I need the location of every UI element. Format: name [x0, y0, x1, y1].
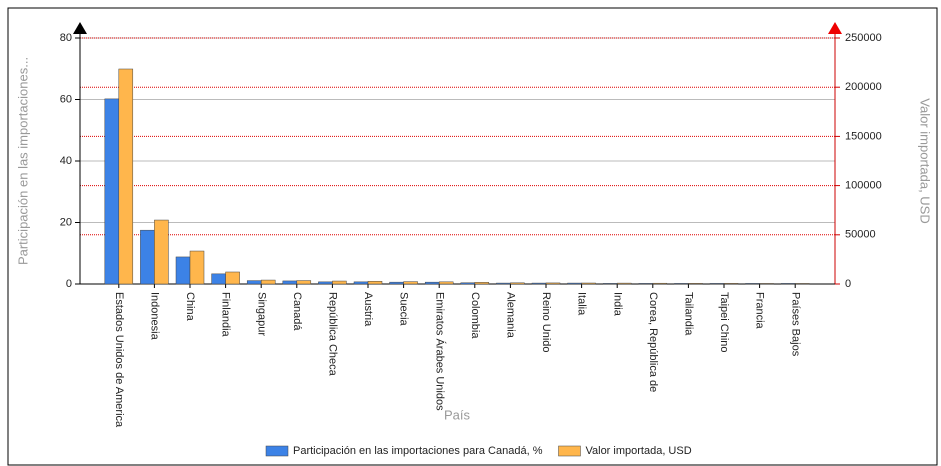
bar: [674, 283, 689, 285]
legend-swatch: [558, 445, 581, 457]
y-axis-label: Participación en las importaciones...: [15, 57, 30, 265]
y2-tick-label: 150000: [845, 130, 882, 142]
bar: [424, 281, 440, 285]
bar: [759, 283, 774, 285]
legend-label: Participación en las importaciones para …: [293, 445, 543, 457]
bar: [652, 282, 668, 285]
y2-tick-label: 100000: [845, 180, 882, 192]
legend-label: Valor importada, USD: [585, 445, 691, 457]
x-tick-label: Finlandia: [220, 292, 232, 338]
x-tick-label: Singapur: [255, 292, 267, 336]
left-arrow: [73, 22, 87, 34]
bar: [104, 98, 120, 285]
bar: [260, 279, 276, 285]
y2-tick-label: 50000: [845, 229, 876, 241]
x-tick-label: Alemania: [504, 292, 516, 339]
x-tick-label: Indonesia: [148, 292, 160, 341]
y2-axis-label: Valor importada, USD: [918, 98, 933, 223]
bar: [140, 229, 155, 285]
bar: [189, 250, 205, 285]
bar: [709, 283, 725, 285]
bar: [389, 281, 404, 285]
bar: [510, 282, 525, 285]
bar: [296, 280, 312, 285]
x-tick-label: Tailandia: [682, 292, 694, 336]
y2-tick-label: 200000: [845, 81, 882, 93]
y-tick-label: 60: [60, 93, 72, 105]
x-tick-label: Países Bajos: [789, 292, 801, 357]
bar: [723, 283, 739, 285]
x-tick-label: Estados Unidos de America: [113, 292, 125, 428]
bar: [794, 283, 810, 285]
x-tick-label: India: [611, 292, 623, 317]
x-tick-label: China: [184, 292, 196, 322]
bar: [211, 273, 226, 285]
x-tick-label: Francia: [754, 292, 766, 330]
legend-swatch: [265, 445, 289, 457]
bar: [460, 282, 476, 285]
bar: [531, 282, 547, 285]
bar: [602, 283, 618, 285]
bar: [225, 271, 240, 285]
bar: [175, 256, 191, 285]
bar: [688, 283, 703, 285]
bar: [282, 280, 298, 285]
bar: [353, 281, 369, 285]
x-tick-label: Reino Unido: [540, 292, 552, 353]
bar: [154, 219, 169, 285]
x-tick-label: Italia: [576, 292, 588, 316]
bar: [403, 281, 418, 285]
bar: [638, 283, 654, 285]
y2-tick-label: 0: [845, 278, 851, 290]
x-tick-label: Colombia: [469, 292, 481, 339]
bar: [496, 282, 511, 285]
bar: [118, 68, 134, 285]
y-tick-label: 0: [66, 278, 72, 290]
x-tick-label: Suecia: [398, 292, 410, 327]
bar: [745, 283, 760, 285]
bar: [318, 281, 333, 285]
bar: [780, 283, 796, 285]
x-tick-label: República Checa: [326, 292, 338, 377]
bar: [616, 282, 632, 285]
bar: [545, 282, 561, 285]
bar: [332, 280, 347, 285]
right-arrow: [828, 22, 842, 34]
x-tick-label: Taipei Chino: [718, 292, 730, 353]
y2-tick-label: 250000: [845, 32, 882, 44]
x-tick-label: Corea, República de: [647, 292, 659, 392]
bar: [474, 282, 490, 285]
x-tick-label: Emiratos Árabes Unidos: [433, 292, 446, 411]
x-tick-label: Canadá: [291, 292, 303, 331]
y-tick-label: 80: [60, 32, 72, 44]
bar: [246, 280, 262, 285]
x-axis-label: País: [444, 407, 471, 422]
bar: [367, 280, 383, 285]
y-tick-label: 20: [60, 216, 72, 228]
y-tick-label: 40: [60, 155, 72, 167]
bar: [567, 282, 582, 285]
bar: [581, 282, 596, 285]
x-tick-label: Austria: [362, 292, 374, 327]
bar: [438, 281, 454, 285]
